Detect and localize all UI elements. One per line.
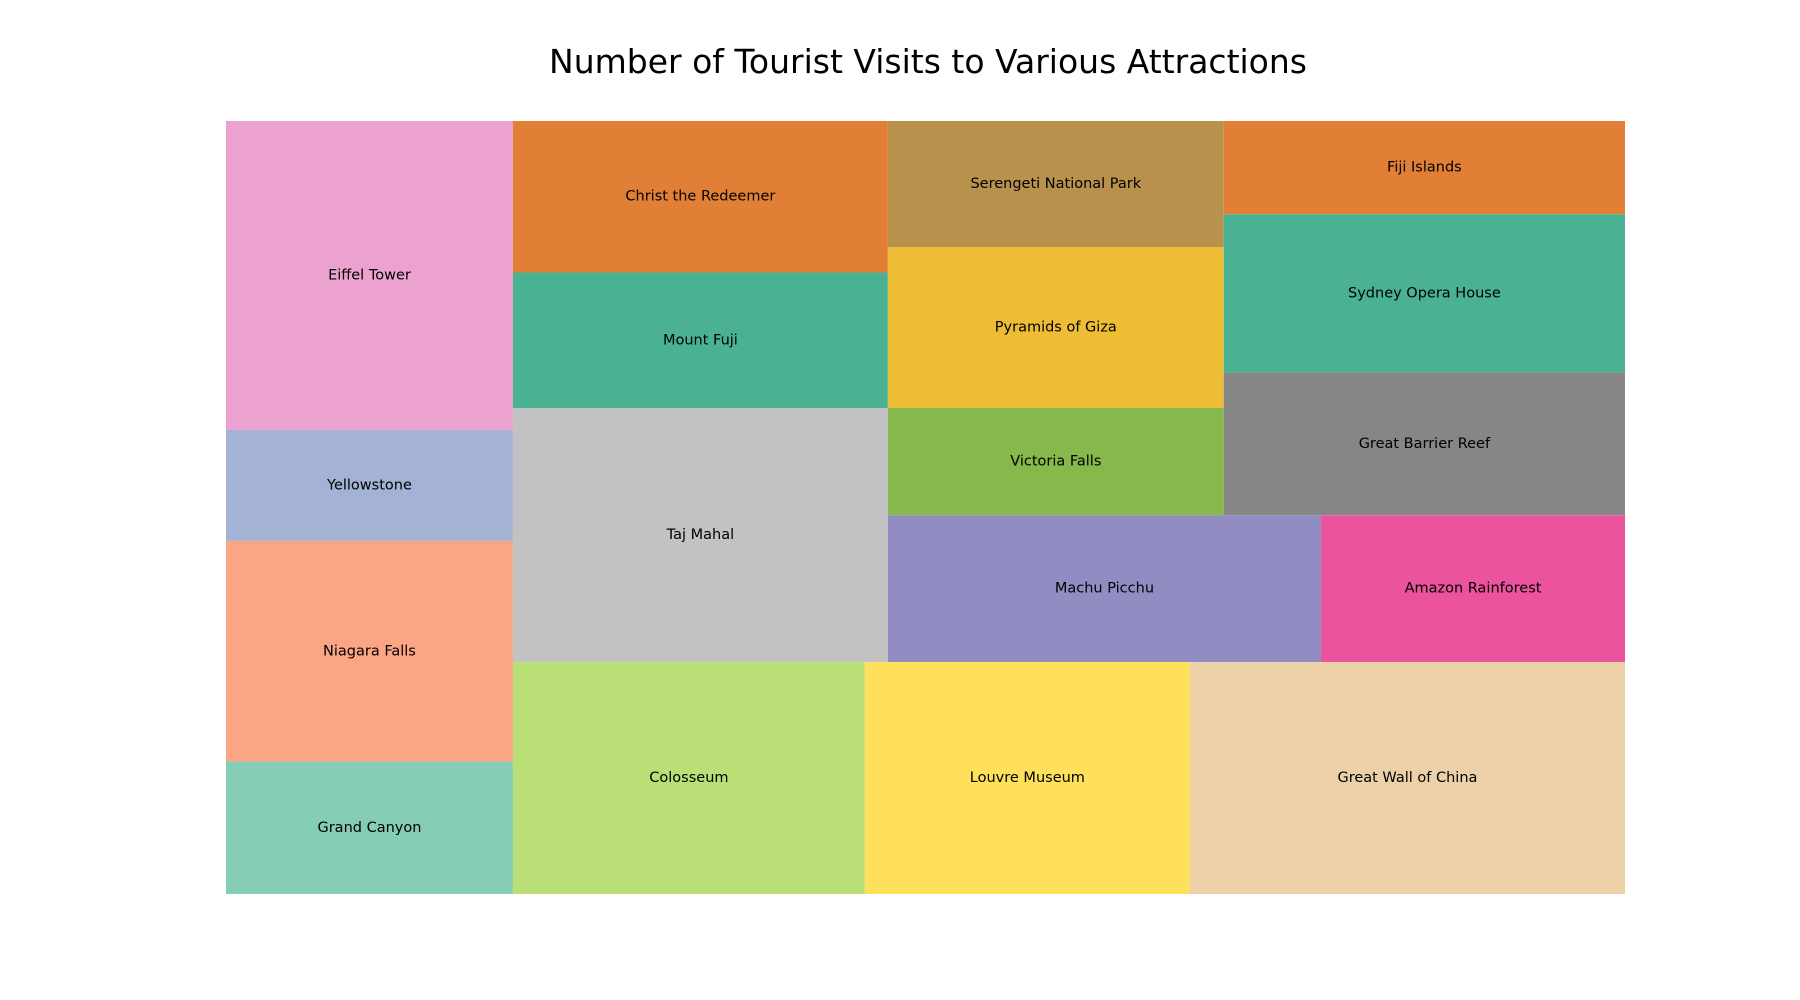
treemap-tile: [512, 121, 888, 273]
treemap-tile: [226, 121, 513, 430]
treemap-tile: [512, 408, 888, 663]
tile-label: Great Wall of China: [1337, 770, 1477, 786]
treemap-tile: [512, 662, 865, 894]
tile-label: Niagara Falls: [323, 643, 416, 659]
treemap-tile: [887, 247, 1224, 408]
tile-label: Grand Canyon: [317, 820, 421, 836]
chart-title: Number of Tourist Visits to Various Attr…: [549, 42, 1307, 81]
tile-label: Mount Fuji: [663, 332, 738, 348]
tile-label: Christ the Redeemer: [625, 189, 775, 205]
treemap-tile: [864, 662, 1190, 894]
treemap-tile: [226, 761, 513, 894]
treemap-tile: [226, 429, 513, 541]
tile-label: Pyramids of Giza: [995, 320, 1117, 336]
treemap-tile: [512, 272, 888, 409]
tile-label: Colosseum: [649, 770, 728, 786]
treemap-tile: [1321, 515, 1625, 663]
tile-label: Machu Picchu: [1055, 581, 1154, 597]
tile-label: Yellowstone: [326, 477, 412, 493]
tile-label: Taj Mahal: [666, 527, 734, 543]
tile-label: Fiji Islands: [1387, 160, 1462, 176]
tile-label: Louvre Museum: [970, 770, 1085, 786]
treemap-tile: [1223, 372, 1625, 516]
treemap-tile: [887, 121, 1224, 248]
treemap-tile: [1223, 214, 1625, 373]
treemap-tiles: Eiffel Tower Yellowstone Niagara Falls Gran…: [226, 121, 1625, 894]
tile-label: Eiffel Tower: [328, 267, 411, 283]
treemap-tile: [887, 515, 1322, 663]
tile-label: Serengeti National Park: [970, 176, 1141, 192]
tile-label: Sydney Opera House: [1348, 285, 1501, 301]
treemap-tile: [226, 540, 513, 762]
tile-label: Amazon Rainforest: [1405, 581, 1542, 597]
tile-label: Victoria Falls: [1010, 454, 1101, 470]
treemap-tile: [1223, 121, 1625, 215]
treemap-tile: [1189, 662, 1625, 894]
treemap-tile: [887, 407, 1224, 516]
tile-label: Great Barrier Reef: [1359, 436, 1491, 452]
